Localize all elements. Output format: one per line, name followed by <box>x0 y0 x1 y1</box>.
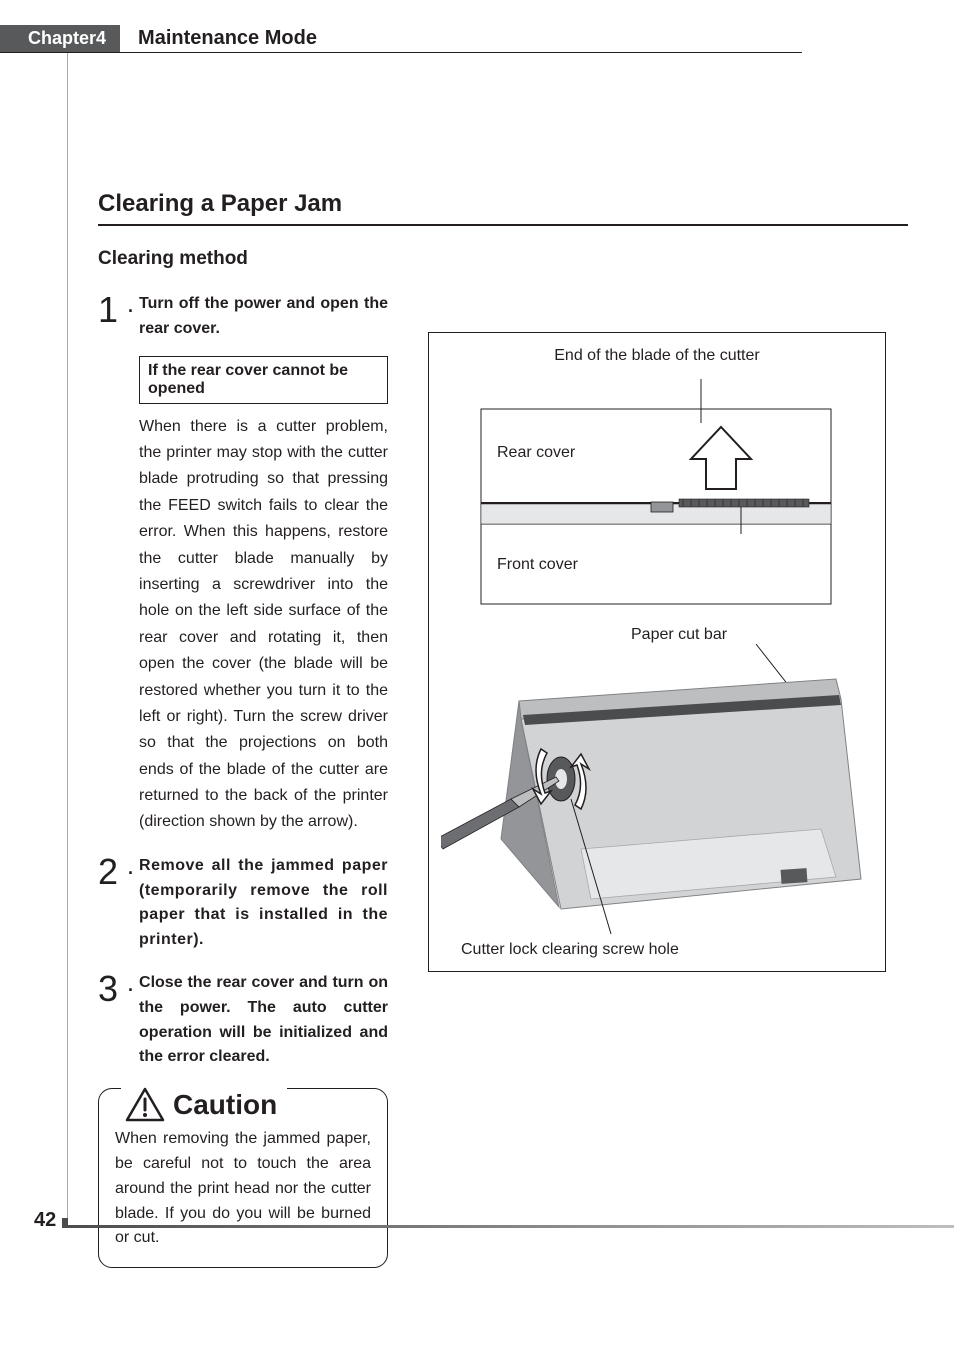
page-rule <box>62 1225 954 1228</box>
subsection-heading: Clearing method <box>98 248 908 270</box>
page-content: Clearing a Paper Jam Clearing method 1 .… <box>98 190 908 1268</box>
chapter-title: Maintenance Mode <box>138 27 317 50</box>
caution-icon <box>125 1087 165 1123</box>
caution-header: Caution <box>121 1087 287 1123</box>
label-front-cover: Front cover <box>497 556 579 573</box>
two-column-layout: 1 . Turn off the power and open the rear… <box>98 292 908 1268</box>
step-body: Remove all the jammed paper (temporarily… <box>139 854 388 953</box>
label-paper-cut-bar: Paper cut bar <box>631 626 728 643</box>
note-box-title: If the rear cover cannot be opened <box>139 356 388 404</box>
chapter-header: Chapter4 Maintenance Mode <box>0 25 802 53</box>
section-heading: Clearing a Paper Jam <box>98 190 908 226</box>
top-diagram: Rear cover Front cover <box>481 379 831 604</box>
figure-column: End of the blade of the cutter <box>428 332 886 972</box>
caution-label: Caution <box>173 1089 277 1121</box>
figure-box: End of the blade of the cutter <box>428 332 886 972</box>
step-body: Close the rear cover and turn on the pow… <box>139 971 388 1070</box>
steps-column: 1 . Turn off the power and open the rear… <box>98 292 388 1268</box>
step-body: Turn off the power and open the rear cov… <box>139 292 388 836</box>
caution-box: Caution When removing the jammed paper, … <box>98 1088 388 1268</box>
figure-top-label: End of the blade of the cutter <box>441 347 873 365</box>
step-2: 2 . Remove all the jammed paper (tempora… <box>98 854 388 953</box>
caution-text: When removing the jammed paper, be caref… <box>115 1127 371 1251</box>
step-number: 1 <box>98 292 124 328</box>
chapter-label: Chapter4 <box>0 25 120 52</box>
step-dot: . <box>128 854 133 883</box>
step-number: 3 <box>98 971 124 1007</box>
bottom-diagram <box>441 679 861 934</box>
figure-svg: Rear cover Front cover Paper cut bar <box>441 379 871 959</box>
page-number: 42 <box>34 1209 56 1232</box>
step-3: 3 . Close the rear cover and turn on the… <box>98 971 388 1070</box>
step-dot: . <box>128 971 133 1000</box>
label-screw-hole: Cutter lock clearing screw hole <box>461 941 679 958</box>
step-title: Turn off the power and open the rear cov… <box>139 292 388 342</box>
step-dot: . <box>128 292 133 321</box>
note-box-body: When there is a cutter problem, the prin… <box>139 414 388 836</box>
step-number: 2 <box>98 854 124 890</box>
label-rear-cover: Rear cover <box>497 444 576 461</box>
step-1: 1 . Turn off the power and open the rear… <box>98 292 388 836</box>
left-margin-rule <box>67 53 68 1220</box>
step-title: Close the rear cover and turn on the pow… <box>139 971 388 1070</box>
step-title: Remove all the jammed paper (temporarily… <box>139 854 388 953</box>
